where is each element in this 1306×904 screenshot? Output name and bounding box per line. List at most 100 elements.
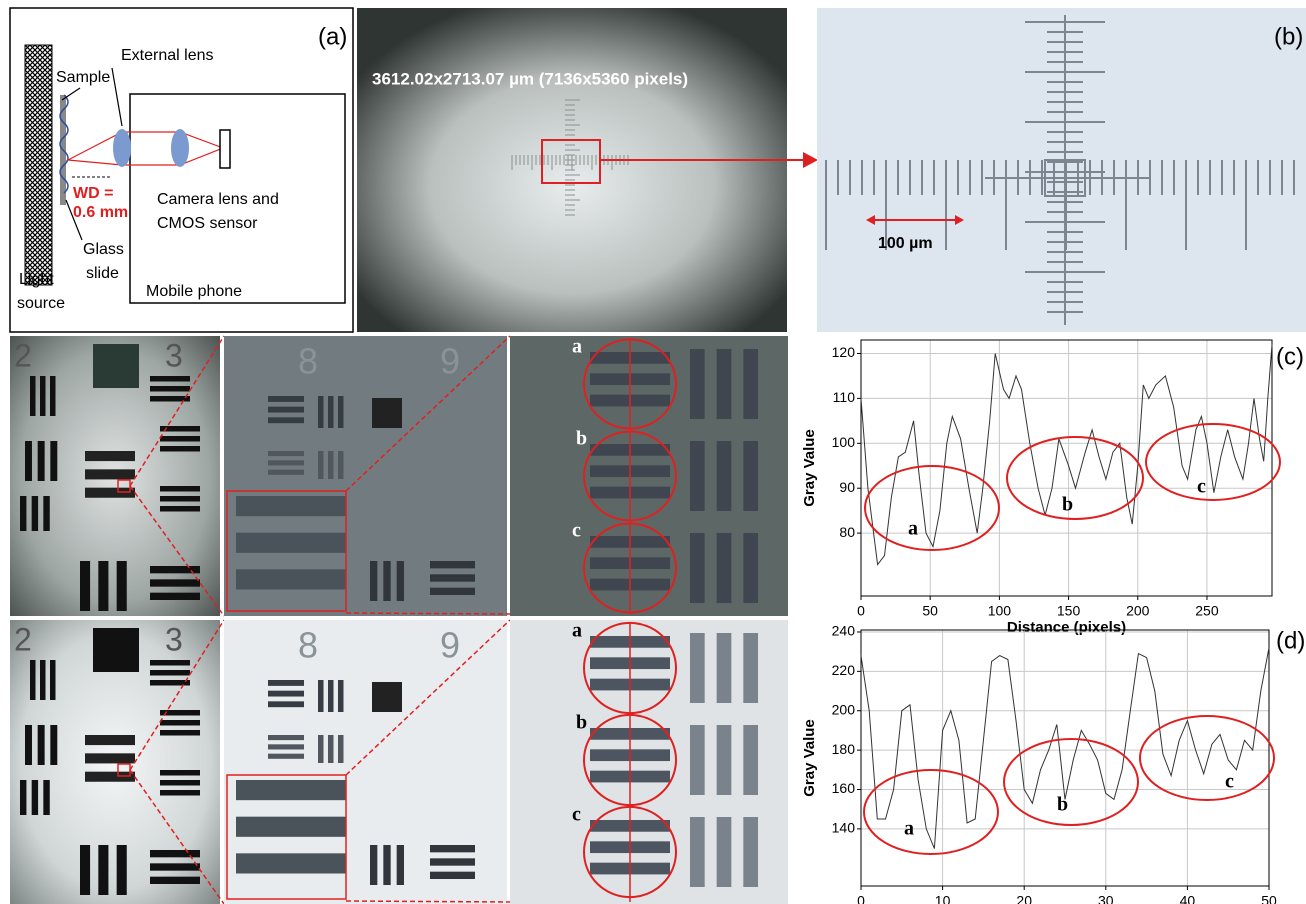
target-bar xyxy=(150,660,190,666)
target-bar xyxy=(268,680,304,686)
camera-lens xyxy=(171,129,189,167)
x-tick-label: 250 xyxy=(1195,603,1219,619)
group-number: 8 xyxy=(298,625,318,666)
label: slide xyxy=(86,265,119,282)
zoom-lines xyxy=(345,335,511,615)
target-bar xyxy=(20,780,27,815)
target-bar xyxy=(85,469,135,480)
annotation-ellipse xyxy=(863,769,999,855)
target-bar xyxy=(85,451,135,462)
mobile-phone xyxy=(129,93,346,304)
label: WD = xyxy=(73,185,113,202)
target-bar xyxy=(743,441,758,511)
x-tick-label: 0 xyxy=(857,603,865,619)
target-bar xyxy=(430,871,475,879)
y-tick-label: 160 xyxy=(832,780,856,796)
target-bar xyxy=(430,574,475,582)
label: CMOS sensor xyxy=(157,215,258,232)
target-bar xyxy=(430,561,475,569)
target-square xyxy=(93,628,139,672)
annotation: c xyxy=(1225,771,1234,793)
target-bar xyxy=(85,735,135,746)
target-bar xyxy=(85,487,135,498)
target-square xyxy=(372,682,402,712)
zoomed-image xyxy=(817,8,1306,332)
target-bar xyxy=(370,561,378,601)
target-bar xyxy=(743,817,758,887)
group-number: 9 xyxy=(440,625,460,666)
zoom-box xyxy=(226,774,347,900)
target-bar xyxy=(328,735,334,763)
target-bar xyxy=(268,701,304,708)
target-bar xyxy=(150,386,190,392)
x-tick-label: 30 xyxy=(1098,893,1114,904)
target-bar xyxy=(690,441,705,511)
target-bar xyxy=(150,850,200,858)
target-bar xyxy=(85,771,135,782)
annotation-ellipse xyxy=(864,465,1000,551)
pointer-lines xyxy=(61,67,123,241)
target-bar xyxy=(268,753,304,759)
target-bar xyxy=(268,451,304,457)
target-bar xyxy=(268,460,304,466)
line-series xyxy=(860,647,1270,849)
external-lens xyxy=(113,129,131,167)
target-bar xyxy=(20,496,27,531)
target-bar xyxy=(430,845,475,853)
target-bar xyxy=(690,349,705,419)
target-bar xyxy=(743,349,758,419)
target-bar xyxy=(31,496,39,531)
x-tick-label: 200 xyxy=(1126,603,1150,619)
panel-a: (a) External lens Sample WD = 0.6 mm Cam… xyxy=(9,7,354,333)
target-bar xyxy=(160,720,200,726)
x-tick-label: 50 xyxy=(922,603,938,619)
panel-label: (b) xyxy=(1274,23,1303,50)
target-bar xyxy=(338,680,344,712)
target-bar xyxy=(160,770,200,776)
target-bar xyxy=(43,496,50,531)
y-axis-label: Gray Value xyxy=(801,429,818,507)
target-bar xyxy=(383,845,391,885)
panel-label: (c) xyxy=(1276,343,1304,370)
target-bar xyxy=(160,496,200,502)
y-tick-label: 100 xyxy=(832,434,856,450)
target-bar xyxy=(150,396,190,402)
target-bar xyxy=(150,670,190,676)
zoom-lines xyxy=(129,335,225,617)
target-bar xyxy=(268,744,304,750)
target-bar xyxy=(40,660,46,700)
target-bar xyxy=(236,853,346,874)
image-row: 2 3 8 9 a b c (c) xyxy=(10,335,1304,617)
target-bar xyxy=(236,532,346,553)
ellipse-label: c xyxy=(572,520,581,542)
target-bar xyxy=(150,376,190,382)
y-axis-label: Gray Value xyxy=(801,719,818,797)
label: Camera lens and xyxy=(157,191,279,208)
annotation-ellipse xyxy=(1006,436,1144,520)
target-bar xyxy=(716,725,732,795)
annotation: b xyxy=(1057,794,1068,816)
target-bar xyxy=(338,451,344,479)
target-bar xyxy=(236,569,346,590)
target-bar xyxy=(30,660,36,700)
ellipse-label: c xyxy=(572,804,581,826)
target-bar xyxy=(318,451,324,479)
panel-b: 3612.02x2713.07 µm (7136x5360 pixels) 10… xyxy=(357,8,1306,332)
target-bar xyxy=(25,441,32,481)
target-bar xyxy=(150,592,200,600)
cmos-sensor xyxy=(219,129,231,169)
label: Light xyxy=(19,271,54,288)
target-bar xyxy=(318,735,324,763)
plot-frame xyxy=(860,339,1273,597)
target-bar xyxy=(236,816,346,837)
target-bar xyxy=(98,561,109,611)
target-bar xyxy=(716,349,732,419)
target-bar xyxy=(85,753,135,764)
target-bar xyxy=(716,441,732,511)
target-bar xyxy=(116,845,127,895)
y-tick-label: 90 xyxy=(839,479,855,495)
target-bar xyxy=(396,561,404,601)
target-bar xyxy=(268,417,304,424)
group-number: 9 xyxy=(440,341,460,382)
